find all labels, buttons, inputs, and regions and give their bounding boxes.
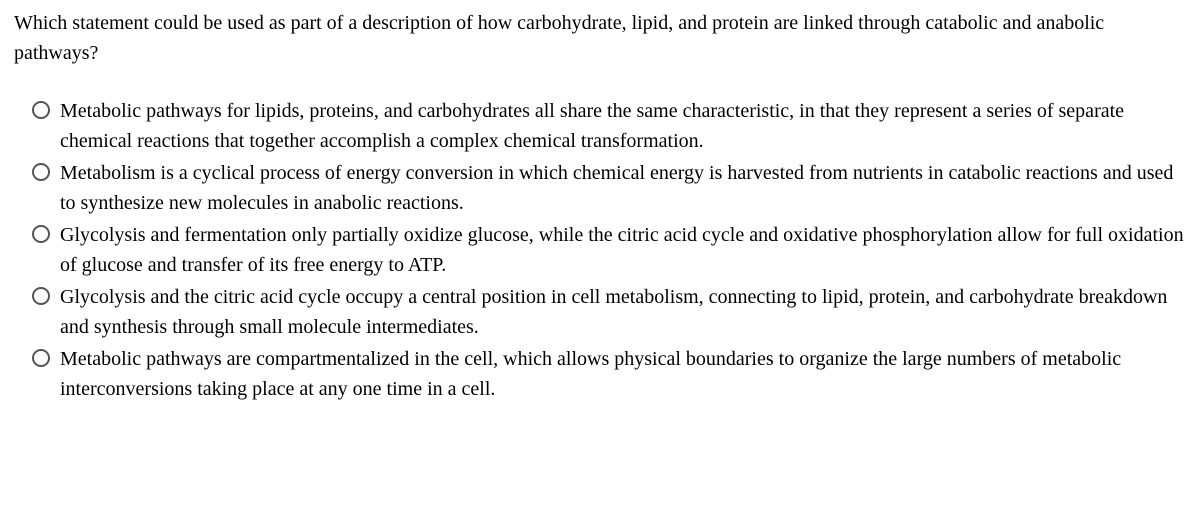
option-row[interactable]: Metabolism is a cyclical process of ener… — [32, 158, 1186, 218]
question-text: Which statement could be used as part of… — [14, 8, 1186, 68]
radio-icon[interactable] — [32, 287, 50, 305]
radio-icon[interactable] — [32, 225, 50, 243]
quiz-container: Which statement could be used as part of… — [0, 0, 1200, 446]
option-row[interactable]: Glycolysis and the citric acid cycle occ… — [32, 282, 1186, 342]
option-row[interactable]: Metabolic pathways are compartmentalized… — [32, 344, 1186, 404]
option-label: Glycolysis and the citric acid cycle occ… — [60, 282, 1186, 342]
option-row[interactable]: Glycolysis and fermentation only partial… — [32, 220, 1186, 280]
option-label: Metabolism is a cyclical process of ener… — [60, 158, 1186, 218]
option-label: Metabolic pathways for lipids, proteins,… — [60, 96, 1186, 156]
radio-icon[interactable] — [32, 349, 50, 367]
radio-icon[interactable] — [32, 163, 50, 181]
option-label: Metabolic pathways are compartmentalized… — [60, 344, 1186, 404]
option-label: Glycolysis and fermentation only partial… — [60, 220, 1186, 280]
option-row[interactable]: Metabolic pathways for lipids, proteins,… — [32, 96, 1186, 156]
options-list: Metabolic pathways for lipids, proteins,… — [14, 96, 1186, 404]
radio-icon[interactable] — [32, 101, 50, 119]
